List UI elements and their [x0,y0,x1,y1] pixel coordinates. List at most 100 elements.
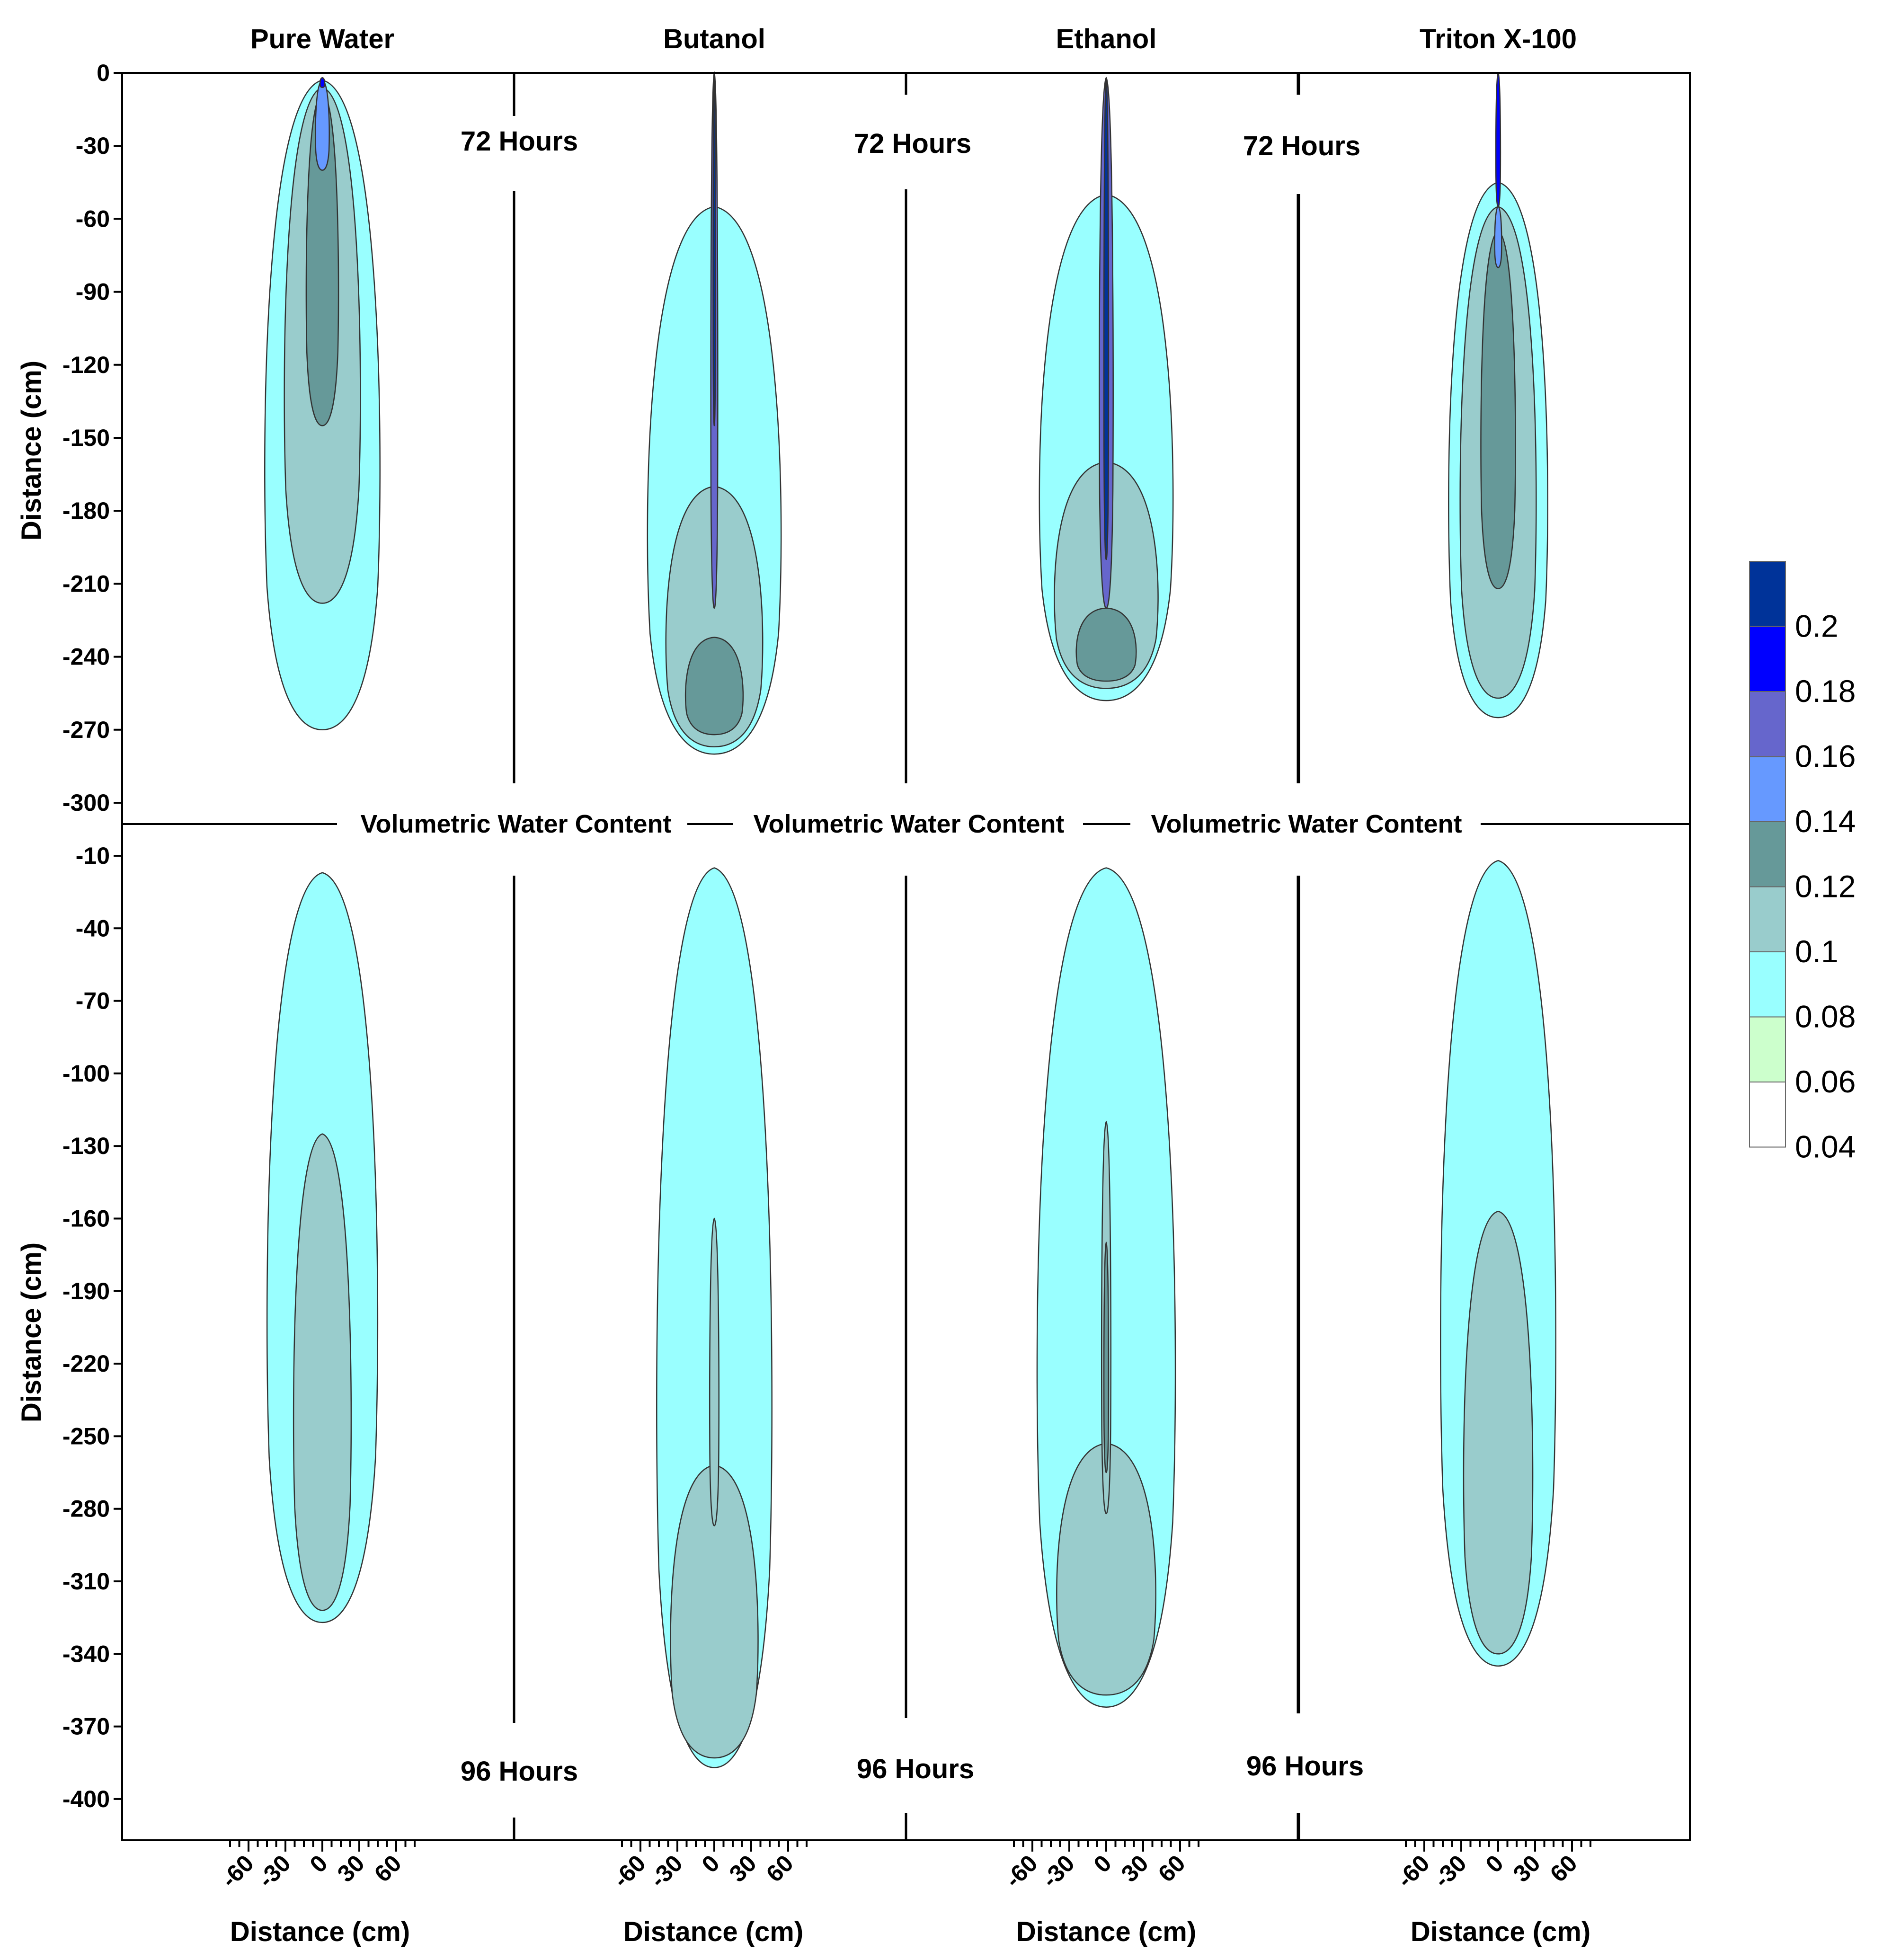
y-tick-label: -180 [62,497,110,524]
contour-band-0.1 [1480,230,1516,589]
y-tick-label: -30 [76,133,110,159]
contour-band-0.08 [709,1217,719,1526]
x-tick-label: -30 [1429,1850,1472,1893]
plume-triton-x-100-72-hours [1448,72,1548,718]
y-tick-label: -250 [62,1423,110,1449]
colorbar: 0.2 0.18 0.16 0.14 0.12 0.1 0.08 0.06 0.04 [1749,561,1856,1164]
y-tick-label: -300 [62,789,110,816]
colorbar-swatch [1749,951,1786,1018]
contour-band-0.08 [670,1464,759,1759]
x-tick-label: 60 [369,1850,407,1887]
y-axes: 0 -30 -60 -90 -120 -150 -180 -210 -240 -270 -300 -1… [62,60,122,1812]
y-tick-label: -150 [62,425,110,451]
bottom-column-dividers [513,876,1300,1840]
y-tick-label: -270 [62,717,110,743]
x-tick-label: 0 [1089,1850,1117,1878]
y-tick-label: -190 [62,1278,110,1304]
contour-band-0.16 [319,77,326,89]
plume-butanol-72-hours [647,71,782,755]
y-tick-label: -160 [62,1206,110,1232]
x-tick-label: 30 [1508,1850,1545,1887]
colorbar-label: 0.08 [1795,999,1856,1034]
colorbar-label: 0.1 [1795,934,1839,969]
x-tick-label: -60 [1392,1850,1435,1893]
colorbar-swatch [1749,821,1786,887]
y-tick-label: -10 [76,843,110,869]
contour-band-0.1 [1075,607,1137,682]
separator-label: Volumetric Water Content [753,810,1064,838]
x-tick-label: 60 [1545,1850,1582,1887]
y-tick-label: -370 [62,1713,110,1740]
contour-band-0.12 [315,80,330,171]
time-label-96h: 96 Hours [857,1754,974,1784]
x-tick-label: 30 [1116,1850,1154,1887]
contour-band-0.08 [1463,1210,1534,1655]
y-tick-label: -240 [62,644,110,670]
x-tick-label: -60 [1000,1850,1043,1893]
colorbar-label: 0.06 [1795,1064,1856,1099]
x-tick-label: 0 [697,1850,725,1878]
colorbar-label: 0.16 [1795,739,1856,774]
y-tick-label: -40 [76,915,110,941]
time-label-72h: 72 Hours [1243,131,1360,161]
y-tick-label: -310 [62,1568,110,1595]
plume-butanol-96-hours [656,867,773,1768]
contour-band-0.1 [1103,1241,1110,1473]
contour-band-0.1 [684,637,744,736]
x-tick-label: -60 [608,1850,651,1893]
y-tick-label: -60 [76,205,110,232]
plume-ethanol-96-hours [1036,867,1176,1708]
time-label-72h: 72 Hours [854,128,971,159]
separator-label: Volumetric Water Content [360,810,671,838]
x-tick-label: 0 [1481,1850,1509,1878]
colorbar-swatch [1749,561,1786,627]
colorbar-label: 0.14 [1795,804,1856,839]
time-labels: 72 Hours 72 Hours 72 Hours 96 Hours 96 H… [461,126,1364,1787]
x-tick-label: -30 [1037,1850,1080,1893]
contour-band-0.08 [1056,1443,1156,1696]
y-tick-label: -220 [62,1350,110,1377]
y-tick-label: -210 [62,570,110,597]
colorbar-label: 0.12 [1795,869,1856,904]
x-tick-label: 0 [305,1850,333,1878]
y-tick-label: -70 [76,988,110,1014]
colorbar-swatch [1749,1082,1786,1148]
y-tick-label: -400 [62,1786,110,1812]
plume-pure-water-72-hours [264,77,381,731]
colorbar-swatch [1749,691,1786,757]
colorbar-swatch [1749,626,1786,692]
plume-ethanol-72-hours [1039,76,1174,701]
x-axis-titles: Distance (cm) Distance (cm) Distance (cm… [230,1916,1590,1947]
contour-band-0.08 [293,1133,352,1611]
x-axis-title: Distance (cm) [1411,1916,1590,1947]
column-title-ethanol: Ethanol [1056,24,1157,54]
x-tick-label: -30 [253,1850,296,1893]
column-title-triton: Triton X-100 [1420,24,1577,54]
x-axis-title: Distance (cm) [230,1916,410,1947]
contour-band-0.12 [1494,206,1502,268]
y-tick-label: -120 [62,352,110,378]
separator-labels: Volumetric Water Content Volumetric Wate… [337,810,1481,838]
x-tick-label: 30 [724,1850,762,1887]
plume-pure-water-96-hours [266,872,379,1623]
colorbar-swatch [1749,886,1786,952]
top-column-dividers [513,73,1300,783]
y-tick-label: -340 [62,1641,110,1667]
separator-label: Volumetric Water Content [1151,810,1462,838]
column-title-pure-water: Pure Water [250,24,394,54]
y-tick-label: 0 [97,60,110,86]
y-tick-label: -100 [62,1060,110,1087]
colorbar-label: 0.2 [1795,609,1839,644]
x-tick-label: 60 [1153,1850,1190,1887]
contour-band-0.18 [712,72,716,426]
colorbar-swatch [1749,1016,1786,1082]
contour-band-0.1 [305,91,339,426]
x-axis-title: Distance (cm) [1016,1916,1196,1947]
contour-band-0.18 [1103,77,1110,560]
colorbar-label: 0.04 [1795,1129,1856,1164]
x-tick-label: 30 [332,1850,370,1887]
colorbar-label: 0.18 [1795,674,1856,709]
column-titles: Pure Water Butanol Ethanol Triton X-100 [250,24,1577,54]
y-tick-label: -90 [76,279,110,305]
